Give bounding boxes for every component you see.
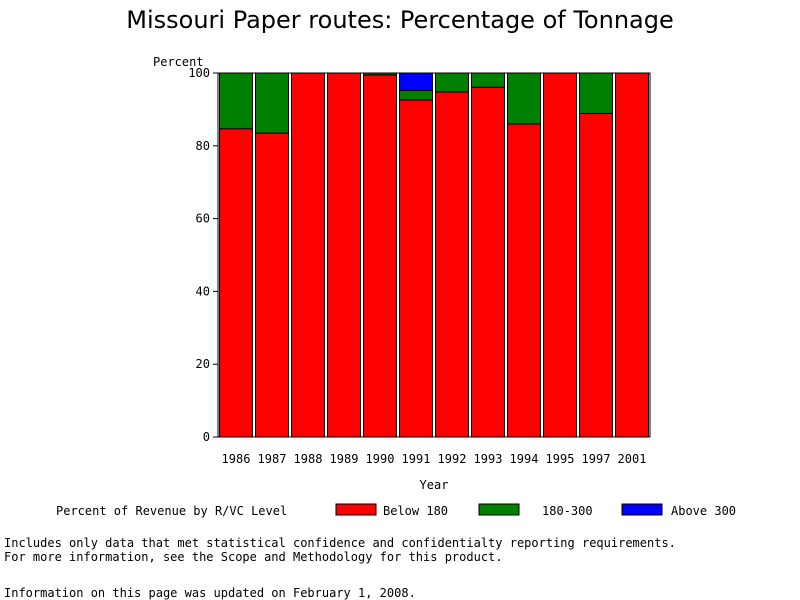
plot-frame xyxy=(217,72,651,438)
x-axis-label: Year xyxy=(420,478,449,492)
legend-label-0: Below 180 xyxy=(383,504,448,518)
bar-1986-series-1 xyxy=(219,72,253,130)
bar-1986-series-0 xyxy=(219,128,253,438)
bar-1991-series-1 xyxy=(399,89,433,101)
legend-items: Below 180 180-300 Above 300 xyxy=(335,503,736,518)
updated-note: Information on this page was updated on … xyxy=(4,586,416,600)
bar-1993-series-1 xyxy=(471,72,505,88)
x-tick-label-1989: 1989 xyxy=(330,452,359,466)
bar-1994-series-1 xyxy=(507,72,541,125)
x-tick-label-1993: 1993 xyxy=(474,452,503,466)
bar-1991-series-0 xyxy=(399,99,433,438)
x-tick-label-1987: 1987 xyxy=(258,452,287,466)
bar-1987-series-1 xyxy=(255,72,289,134)
y-tick-label-40: 40 xyxy=(196,284,210,298)
legend-label-2: Above 300 xyxy=(671,504,736,518)
bar-1988-series-0 xyxy=(291,72,325,438)
bar-1989-series-0 xyxy=(327,72,361,438)
bars-group xyxy=(217,72,651,438)
bar-chart: 0 20 40 60 80 100 1986 1987 1988 1989 1990 1991 199… xyxy=(153,55,651,492)
x-tick-label-1994: 1994 xyxy=(510,452,539,466)
x-tick-label-1988: 1988 xyxy=(294,452,323,466)
footnote-1: Includes only data that met statistical … xyxy=(4,536,676,550)
bar-1991-series-2 xyxy=(399,72,433,91)
x-axis: 1986 1987 1988 1989 1990 1991 1992 1993 1994 1995… xyxy=(222,452,647,466)
bar-1990-series-0 xyxy=(363,74,397,438)
y-tick-label-60: 60 xyxy=(196,212,210,226)
bar-1992-series-0 xyxy=(435,91,469,438)
chart-title: Missouri Paper routes: Percentage of Ton… xyxy=(126,6,674,34)
y-tick-label-80: 80 xyxy=(196,139,210,153)
bar-1992-series-1 xyxy=(435,72,469,93)
x-tick-label-1992: 1992 xyxy=(438,452,467,466)
bar-1997-series-1 xyxy=(579,72,613,114)
y-axis-label: Percent xyxy=(153,55,204,69)
bar-1993-series-0 xyxy=(471,86,505,438)
legend-label-1: 180-300 xyxy=(542,504,593,518)
y-tick-label-100: 100 xyxy=(188,66,210,80)
legend-title: Percent of Revenue by R/VC Level xyxy=(56,504,287,518)
x-tick-label-1995: 1995 xyxy=(546,452,575,466)
x-tick-label-2001: 2001 xyxy=(618,452,647,466)
y-tick-label-20: 20 xyxy=(196,357,210,371)
y-tick-label-0: 0 xyxy=(203,430,210,444)
x-tick-label-1990: 1990 xyxy=(366,452,395,466)
bar-1995-series-0 xyxy=(543,72,577,438)
y-axis: 0 20 40 60 80 100 xyxy=(188,66,218,444)
x-tick-label-1997: 1997 xyxy=(582,452,611,466)
bar-1997-series-0 xyxy=(579,112,613,438)
legend-svg: Percent of Revenue by R/VC Level Below 1… xyxy=(56,503,736,518)
x-tick-label-1991: 1991 xyxy=(402,452,431,466)
legend-swatch-0 xyxy=(335,503,377,516)
footnote-2: For more information, see the Scope and … xyxy=(4,550,503,564)
legend-swatch-2 xyxy=(621,503,663,516)
x-tick-label-1986: 1986 xyxy=(222,452,251,466)
legend-swatch-1 xyxy=(478,503,520,516)
bar-1994-series-0 xyxy=(507,123,541,438)
legend: Percent of Revenue by R/VC Level Below 1… xyxy=(56,503,756,522)
bar-2001-series-0 xyxy=(615,72,649,438)
footnotes: Includes only data that met statistical … xyxy=(4,536,676,564)
bar-1987-series-0 xyxy=(255,132,289,438)
